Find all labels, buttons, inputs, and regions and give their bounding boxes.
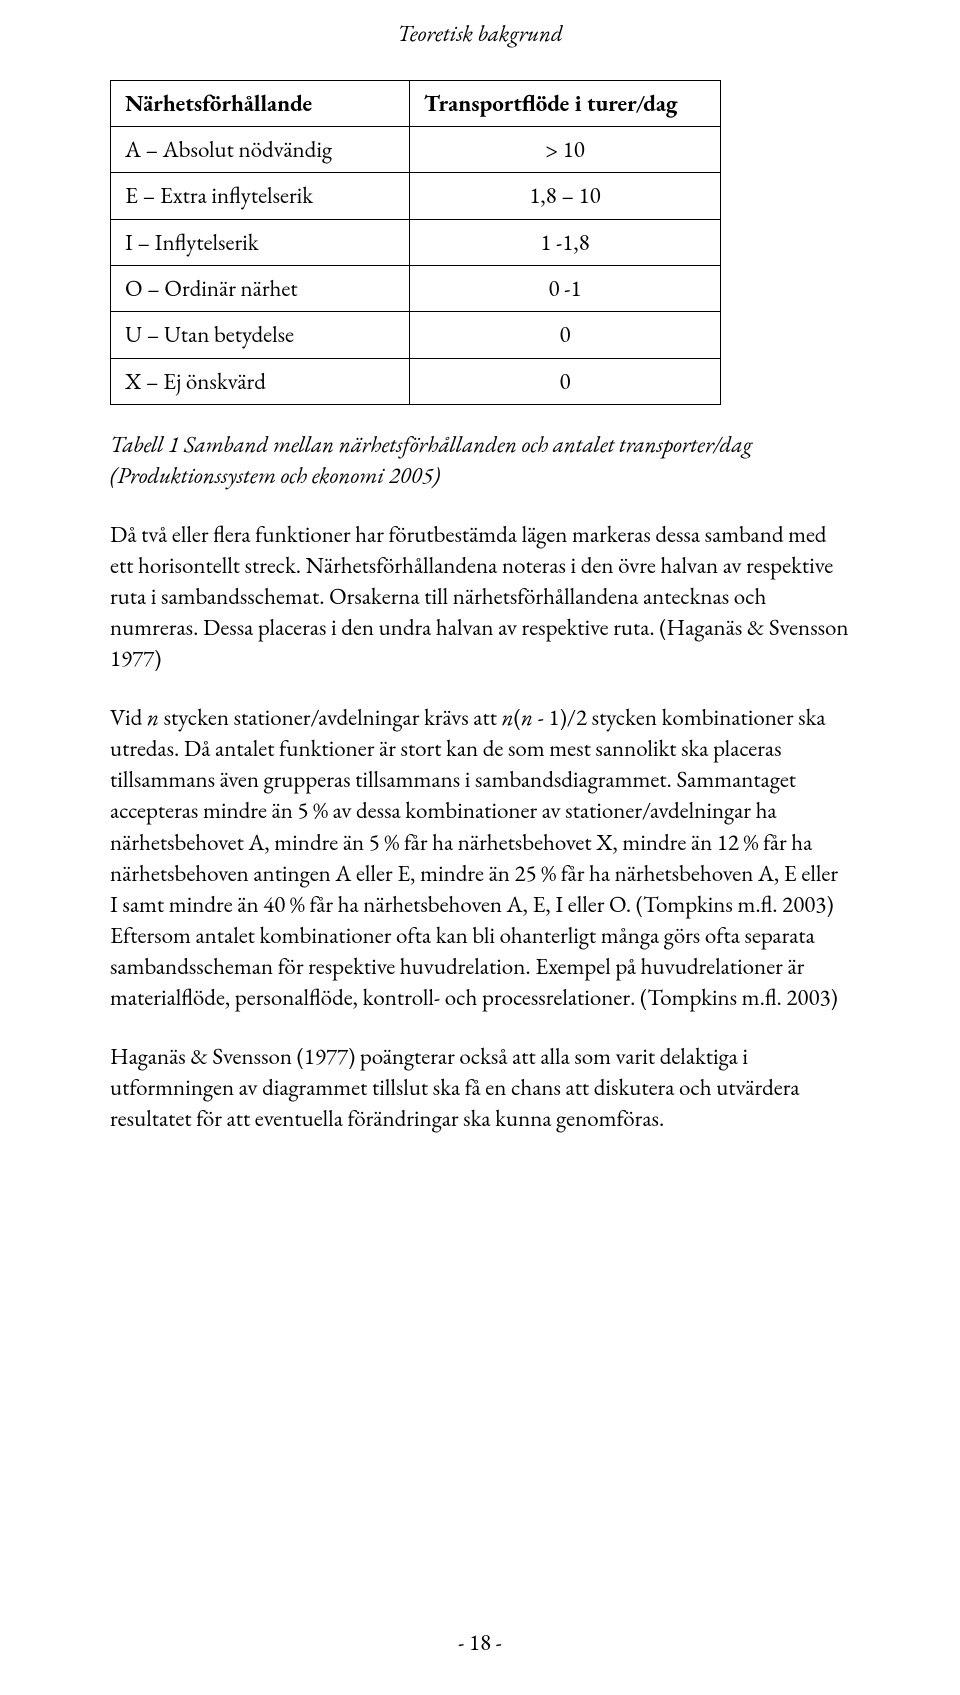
table-cell-value: 1,8 – 10: [410, 173, 721, 219]
p2-b: n: [147, 702, 159, 732]
p2-d: n: [502, 702, 514, 732]
table-caption: Tabell 1 Samband mellan närhetsförhållan…: [110, 429, 850, 491]
table-cell-label: O – Ordinär närhet: [111, 265, 410, 311]
table-row: X – Ej önskvärd0: [111, 358, 721, 404]
p2-f: n: [521, 702, 533, 732]
table-cell-label: I – Inflytelserik: [111, 219, 410, 265]
p2-a: Vid: [110, 702, 147, 732]
table-cell-value: 1 -1,8: [410, 219, 721, 265]
p2-c: stycken stationer/avdelningar krävs att: [159, 702, 502, 732]
table-cell-value: 0: [410, 312, 721, 358]
table-cell-label: U – Utan betydelse: [111, 312, 410, 358]
table-header-left: Närhetsförhållande: [111, 80, 410, 126]
table-cell-label: E – Extra inflytelserik: [111, 173, 410, 219]
table-header-right: Transportflöde i turer/dag: [410, 80, 721, 126]
table-row: I – Inflytelserik1 -1,8: [111, 219, 721, 265]
paragraph-4: Haganäs & Svensson (1977) poängterar ock…: [110, 1041, 850, 1134]
table-cell-value: 0 -1: [410, 265, 721, 311]
p2-g: - 1)/2 stycken kombinationer ska utredas…: [110, 702, 838, 918]
p2-e: (: [514, 702, 521, 732]
table-cell-value: > 10: [410, 126, 721, 172]
table-cell-value: 0: [410, 358, 721, 404]
table-row: U – Utan betydelse0: [111, 312, 721, 358]
table-row: E – Extra inflytelserik1,8 – 10: [111, 173, 721, 219]
table-cell-label: X – Ej önskvärd: [111, 358, 410, 404]
table-cell-label: A – Absolut nödvändig: [111, 126, 410, 172]
page-number: - 18 -: [0, 1627, 960, 1657]
running-head: Teoretisk bakgrund: [110, 20, 850, 48]
table-row: O – Ordinär närhet0 -1: [111, 265, 721, 311]
paragraph-3: Eftersom antalet kombinationer ofta kan …: [110, 920, 850, 1013]
table-row: A – Absolut nödvändig> 10: [111, 126, 721, 172]
relationship-table: NärhetsförhållandeTransportflöde i turer…: [110, 80, 721, 405]
paragraph-1: Då två eller flera funktioner har förutb…: [110, 519, 850, 674]
paragraph-2: Vid n stycken stationer/avdelningar kräv…: [110, 702, 850, 919]
